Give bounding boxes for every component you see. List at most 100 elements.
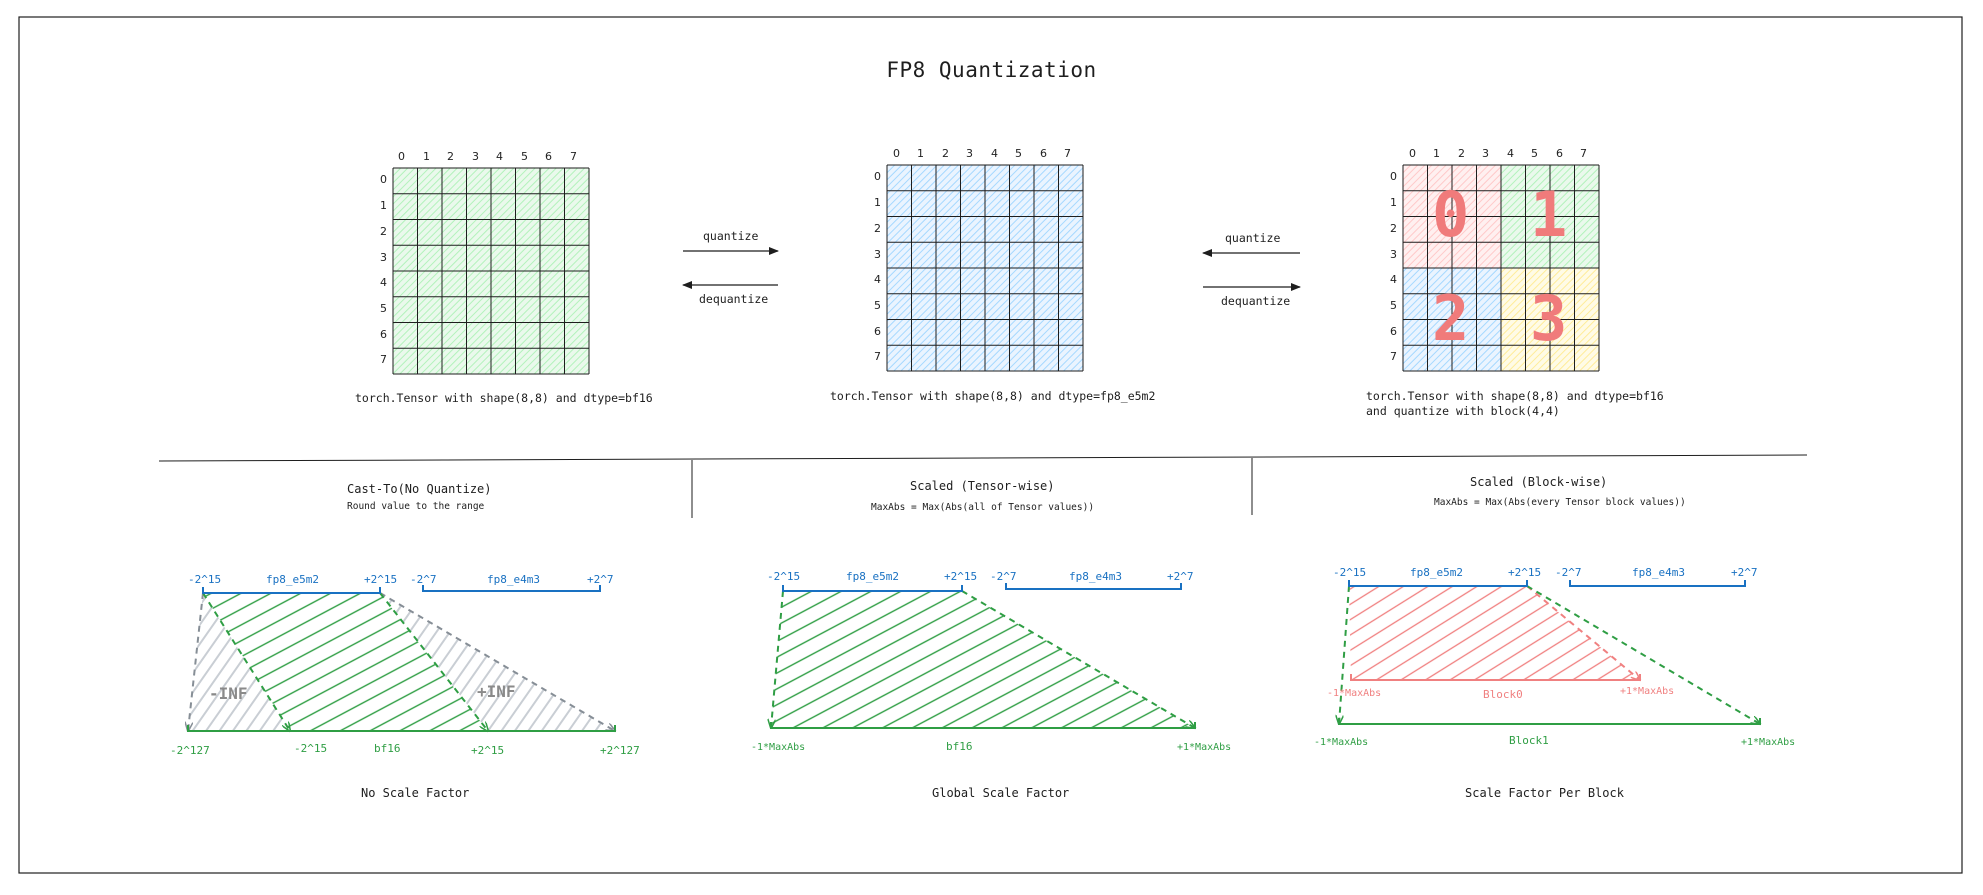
row-label: 7 xyxy=(1390,350,1397,363)
row-label: 1 xyxy=(874,196,881,209)
row-label: 7 xyxy=(874,350,881,363)
bf16-min-label: -1*MaxAbs xyxy=(751,742,806,753)
fp8-e5m2-max-label: +2^15 xyxy=(364,573,398,586)
quantize-label: quantize xyxy=(1225,231,1281,245)
col-label: 2 xyxy=(447,150,454,163)
row-label: 5 xyxy=(1390,299,1397,312)
section-subheading-cast-to: Round value to the range xyxy=(347,501,485,512)
row-label: 7 xyxy=(380,353,387,366)
col-label: 0 xyxy=(893,147,900,160)
col-label: 7 xyxy=(1580,147,1587,160)
fp8-e4m3-max-label: +2^7 xyxy=(1167,570,1194,583)
matrix-gridlines xyxy=(886,164,1084,372)
col-label: 3 xyxy=(1482,147,1489,160)
bf16-range-bar xyxy=(187,725,616,732)
fp8-e4m3-name-label: fp8_e4m3 xyxy=(1069,570,1122,583)
block0-range-bar xyxy=(1350,674,1641,681)
cast-map-edge-right xyxy=(379,592,488,731)
page-title: FP8 Quantization xyxy=(886,58,1097,82)
matrix-caption: torch.Tensor with shape(8,8) and dtype=f… xyxy=(830,389,1156,403)
col-label: 5 xyxy=(521,150,528,163)
bf16-max-label: +1*MaxAbs xyxy=(1177,742,1232,753)
col-label: 2 xyxy=(942,147,949,160)
col-label: 3 xyxy=(472,150,479,163)
fp8-e4m3-min-label: -2^7 xyxy=(1555,566,1582,579)
col-label: 0 xyxy=(398,150,405,163)
row-label: 4 xyxy=(1390,273,1397,286)
bf16-inner-min-label: -2^15 xyxy=(294,742,328,755)
row-label: 1 xyxy=(380,199,387,212)
outer-frame xyxy=(18,16,1963,874)
pos-overflow-edge xyxy=(379,592,615,731)
row-label: 3 xyxy=(1390,248,1397,261)
bf16-inner-max-label: +2^15 xyxy=(471,744,505,757)
row-label: 0 xyxy=(1390,170,1397,183)
col-label: 1 xyxy=(917,147,924,160)
section-divider-horizontal xyxy=(158,454,1808,462)
fp8-e4m3-min-label: -2^7 xyxy=(990,570,1017,583)
block1-map-edge-left xyxy=(1339,585,1350,724)
block1-name-label: Block1 xyxy=(1509,734,1549,747)
col-label: 2 xyxy=(1458,147,1465,160)
section-subheading-block-wise: MaxAbs = Max(Abs(every Tensor block valu… xyxy=(1434,497,1686,508)
matrix-gridlines xyxy=(392,167,590,375)
fp8-e5m2-name-label: fp8_e5m2 xyxy=(846,570,899,583)
block0-scaled-region xyxy=(1349,586,1640,680)
bf16-name-label: bf16 xyxy=(946,740,973,753)
row-label: 0 xyxy=(380,173,387,186)
row-label: 5 xyxy=(874,299,881,312)
fp8-e4m3-min-label: -2^7 xyxy=(410,573,437,586)
bf16-name-label: bf16 xyxy=(374,742,401,755)
footer-scale-factor-per-block: Scale Factor Per Block xyxy=(1465,786,1624,800)
block1-min-label: -1*MaxAbs xyxy=(1314,737,1369,748)
matrix-caption: torch.Tensor with shape(8,8) and dtype=b… xyxy=(1366,389,1664,403)
block0-min-label: -1*MaxAbs xyxy=(1327,688,1382,699)
col-label: 4 xyxy=(991,147,998,160)
fp8-e5m2-name-label: fp8_e5m2 xyxy=(1410,566,1463,579)
neg-overflow-region xyxy=(188,593,290,731)
row-label: 2 xyxy=(380,225,387,238)
section-heading-cast-to: Cast-To(No Quantize) xyxy=(347,482,492,496)
bf16-max-label: +2^127 xyxy=(600,744,640,757)
dequantize-label: dequantize xyxy=(699,292,769,306)
fp8-e4m3-range-bar xyxy=(1569,580,1746,587)
bf16-range-bar xyxy=(770,722,1196,729)
block0-map-edge-right xyxy=(1526,585,1640,680)
col-label: 7 xyxy=(570,150,577,163)
col-label: 4 xyxy=(496,150,503,163)
col-label: 6 xyxy=(545,150,552,163)
col-label: 5 xyxy=(1531,147,1538,160)
block-wise-diagram xyxy=(1339,580,1760,724)
quantize-label: quantize xyxy=(703,229,759,243)
tensor-scaled-region xyxy=(771,591,1195,728)
fp8-e5m2-max-label: +2^15 xyxy=(944,570,978,583)
block1-map-edge-right xyxy=(1526,585,1760,724)
col-label: 5 xyxy=(1015,147,1022,160)
fp8-e5m2-range-bar xyxy=(202,587,381,594)
row-label: 6 xyxy=(380,328,387,341)
bf16-min-label: -2^127 xyxy=(170,744,210,757)
matrix-caption-line2: and quantize with block(4,4) xyxy=(1366,404,1560,418)
fp8-e5m2-min-label: -2^15 xyxy=(188,573,222,586)
fp8-e5m2-max-label: +2^15 xyxy=(1508,566,1542,579)
col-label: 3 xyxy=(966,147,973,160)
fp8-e5m2-range-bar xyxy=(782,585,963,592)
row-label: 4 xyxy=(874,273,881,286)
fp8-e4m3-max-label: +2^7 xyxy=(1731,566,1758,579)
fp8-e5m2-min-label: -2^15 xyxy=(767,570,801,583)
fp8-e4m3-max-label: +2^7 xyxy=(587,573,614,586)
row-label: 6 xyxy=(874,325,881,338)
fp8-e5m2-name-label: fp8_e5m2 xyxy=(266,573,319,586)
row-label: 5 xyxy=(380,302,387,315)
footer-no-scale-factor: No Scale Factor xyxy=(361,786,470,800)
section-heading-tensor-wise: Scaled (Tensor-wise) xyxy=(910,479,1055,493)
matrix-bf16 xyxy=(392,167,590,375)
block0-max-label: +1*MaxAbs xyxy=(1620,686,1675,697)
block-label-1: 1 xyxy=(1530,178,1568,251)
matrix-gridlines xyxy=(1402,164,1600,372)
col-label: 1 xyxy=(1433,147,1440,160)
fp8-e4m3-range-bar xyxy=(422,585,601,592)
dequantize-label: dequantize xyxy=(1221,294,1291,308)
fp8-e4m3-range-bar xyxy=(1005,583,1182,590)
col-label: 6 xyxy=(1040,147,1047,160)
